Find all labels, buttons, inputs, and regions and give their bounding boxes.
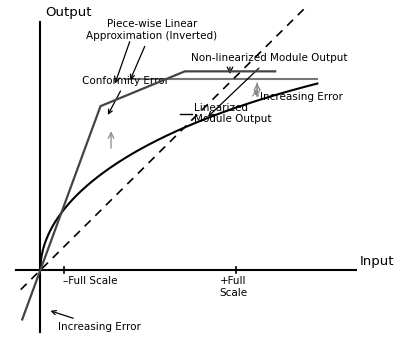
Text: –Full Scale: –Full Scale [63, 277, 117, 287]
Text: Piece-wise Linear
Approximation (Inverted): Piece-wise Linear Approximation (Inverte… [86, 19, 217, 79]
Text: Conformity Error: Conformity Error [82, 76, 170, 114]
Text: Non-linearized Module Output: Non-linearized Module Output [191, 53, 347, 116]
Text: Increasing Error: Increasing Error [52, 311, 141, 332]
Text: Linearized
Module Output: Linearized Module Output [194, 103, 271, 125]
Text: Input: Input [360, 255, 394, 268]
Text: +Full
Scale: +Full Scale [219, 277, 247, 298]
Text: Output: Output [45, 6, 91, 19]
Text: Increasing Error: Increasing Error [260, 93, 343, 103]
